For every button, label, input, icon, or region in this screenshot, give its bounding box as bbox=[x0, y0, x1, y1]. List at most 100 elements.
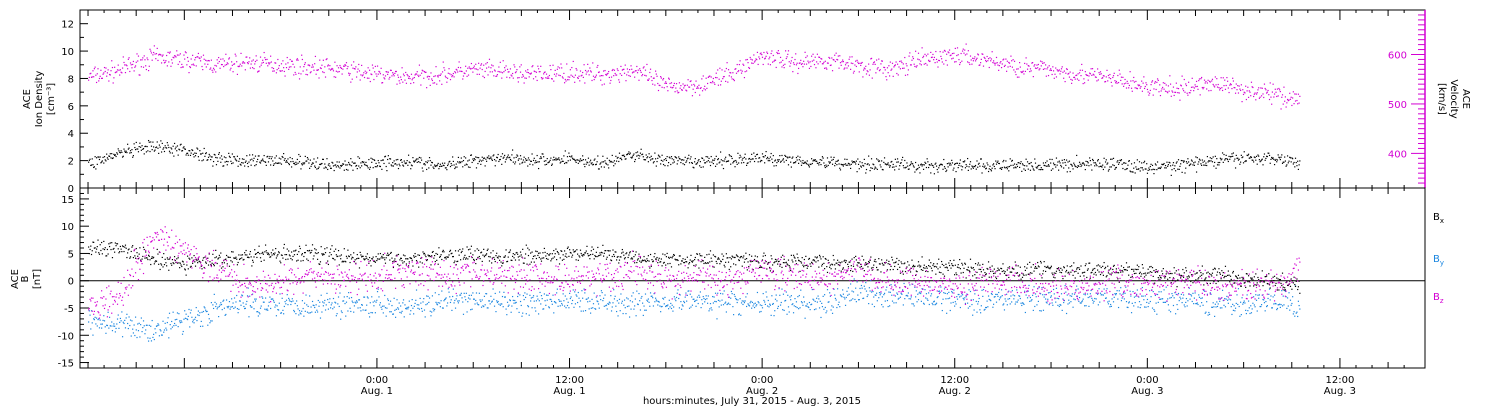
velocity-point bbox=[1275, 91, 1277, 93]
density-point bbox=[855, 163, 857, 165]
by-point bbox=[342, 300, 345, 302]
by-point bbox=[1058, 305, 1060, 308]
by-point bbox=[891, 300, 894, 302]
density-point bbox=[433, 167, 435, 170]
density-point bbox=[704, 162, 707, 164]
velocity-point bbox=[1267, 89, 1269, 92]
density-point bbox=[515, 156, 517, 158]
density-point bbox=[548, 161, 550, 163]
by-point bbox=[455, 298, 457, 300]
velocity-point bbox=[1276, 95, 1278, 98]
velocity-point bbox=[422, 70, 424, 72]
density-point bbox=[1060, 164, 1062, 167]
density-point bbox=[287, 158, 289, 160]
density-point bbox=[522, 161, 524, 163]
velocity-point bbox=[161, 55, 163, 57]
velocity-point bbox=[700, 87, 702, 89]
density-point bbox=[583, 163, 585, 165]
density-point bbox=[772, 161, 774, 164]
velocity-point bbox=[268, 63, 270, 65]
velocity-point bbox=[942, 51, 944, 53]
by-point bbox=[494, 292, 496, 295]
velocity-point bbox=[603, 83, 605, 85]
by-point bbox=[912, 303, 915, 305]
density-point bbox=[477, 162, 479, 165]
velocity-point bbox=[848, 58, 850, 60]
density-point bbox=[649, 156, 651, 159]
velocity-point bbox=[514, 66, 516, 68]
velocity-point bbox=[926, 64, 928, 66]
by-point bbox=[1076, 295, 1078, 297]
density-point bbox=[393, 160, 395, 162]
by-point bbox=[552, 294, 554, 296]
by-point bbox=[418, 308, 421, 310]
by-point bbox=[532, 296, 534, 299]
density-point bbox=[1158, 167, 1160, 169]
by-point bbox=[935, 303, 937, 305]
by-point bbox=[798, 294, 800, 297]
by-point bbox=[1008, 297, 1011, 300]
velocity-point bbox=[566, 79, 569, 81]
density-point bbox=[922, 168, 925, 170]
velocity-point bbox=[126, 65, 128, 67]
by-point bbox=[1034, 305, 1036, 308]
velocity-point bbox=[853, 70, 855, 72]
density-point bbox=[1134, 172, 1136, 174]
density-point bbox=[429, 160, 431, 162]
by-point bbox=[96, 325, 98, 327]
by-point bbox=[228, 305, 230, 308]
density-point bbox=[1071, 164, 1073, 166]
velocity-point bbox=[998, 65, 1000, 67]
by-point bbox=[248, 316, 250, 318]
by-point bbox=[537, 298, 539, 300]
density-point bbox=[324, 163, 326, 165]
density-point bbox=[891, 166, 894, 168]
by-point bbox=[815, 308, 817, 310]
by-point bbox=[143, 325, 145, 327]
density-point bbox=[929, 164, 931, 166]
by-point bbox=[512, 299, 514, 301]
velocity-point bbox=[1025, 57, 1027, 59]
velocity-point bbox=[1037, 67, 1039, 69]
velocity-point bbox=[1029, 68, 1032, 70]
density-point bbox=[898, 168, 900, 170]
velocity-point bbox=[368, 69, 371, 71]
by-point bbox=[571, 302, 573, 305]
by-point bbox=[1177, 308, 1179, 311]
velocity-point bbox=[1163, 88, 1165, 90]
density-point bbox=[742, 157, 744, 160]
by-point bbox=[318, 305, 320, 307]
by-point bbox=[545, 304, 547, 306]
velocity-point bbox=[411, 79, 413, 81]
by-point bbox=[1067, 303, 1069, 305]
density-point bbox=[981, 172, 983, 174]
velocity-point bbox=[915, 50, 917, 52]
velocity-point bbox=[494, 70, 496, 72]
density-point bbox=[581, 159, 583, 162]
density-point bbox=[1267, 152, 1269, 154]
velocity-point bbox=[437, 76, 439, 78]
field-tick-label: 0 bbox=[68, 277, 74, 288]
velocity-point bbox=[1245, 85, 1247, 87]
by-point bbox=[362, 309, 364, 311]
density-point bbox=[543, 156, 545, 158]
density-point bbox=[1174, 165, 1176, 167]
density-point bbox=[712, 162, 714, 165]
velocity-point bbox=[450, 74, 452, 76]
by-point bbox=[475, 292, 478, 294]
by-point bbox=[466, 311, 468, 313]
density-point bbox=[303, 163, 305, 165]
velocity-point bbox=[1231, 87, 1233, 90]
density-point bbox=[603, 166, 605, 168]
velocity-point bbox=[1073, 76, 1075, 79]
velocity-point bbox=[233, 63, 236, 65]
velocity-point bbox=[364, 70, 366, 72]
velocity-point bbox=[1049, 69, 1051, 71]
velocity-point bbox=[641, 73, 644, 76]
velocity-point bbox=[1117, 81, 1120, 84]
velocity-point bbox=[716, 77, 718, 79]
by-point bbox=[785, 299, 787, 302]
density-point bbox=[600, 166, 603, 168]
velocity-point bbox=[674, 91, 676, 93]
